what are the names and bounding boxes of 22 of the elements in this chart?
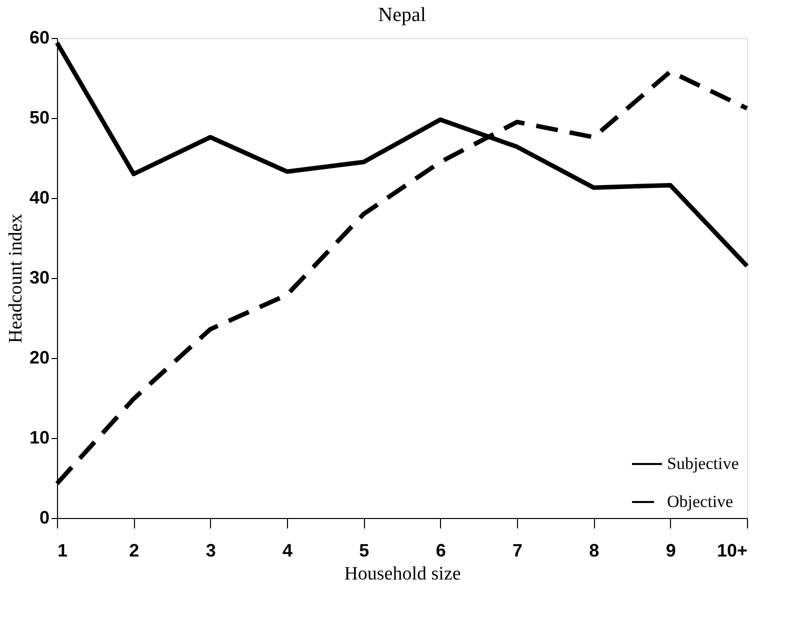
- y-tick-label: 20: [29, 348, 50, 368]
- x-tick-label: 5: [359, 540, 370, 560]
- legend-label: Subjective: [667, 454, 739, 473]
- x-tick-label: 9: [666, 540, 676, 560]
- x-tick-label: 8: [589, 540, 600, 560]
- x-tick-label: 1: [58, 540, 68, 560]
- x-tick-label: 3: [206, 540, 216, 560]
- x-tick-label: 6: [436, 540, 446, 560]
- y-tick-label: 0: [39, 508, 50, 528]
- y-tick-label: 10: [29, 428, 50, 448]
- chart-title: Nepal: [378, 4, 426, 26]
- x-tick-label: 7: [512, 540, 523, 560]
- y-axis-title: Headcount index: [5, 213, 26, 344]
- y-tick-label: 30: [29, 268, 50, 288]
- x-tick-label: 4: [282, 540, 293, 560]
- legend-label: Objective: [667, 492, 734, 511]
- x-axis-title: Household size: [344, 564, 461, 584]
- y-tick-label: 60: [29, 28, 50, 48]
- x-tick-label: 10+: [716, 540, 748, 560]
- y-tick-label: 50: [29, 108, 50, 128]
- x-tick-label: 2: [129, 540, 140, 560]
- y-tick-label: 40: [29, 188, 50, 208]
